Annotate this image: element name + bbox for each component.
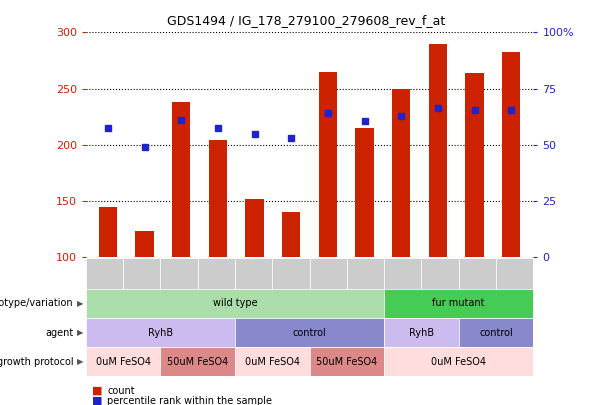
Bar [197,258,235,296]
Text: agent: agent [45,328,74,337]
Text: control: control [479,328,513,337]
Text: percentile rank within the sample: percentile rank within the sample [107,396,272,405]
Bar [496,258,533,296]
Text: ■: ■ [92,386,102,396]
Bar [392,89,411,257]
Bar [384,318,459,347]
Bar [465,73,484,257]
Bar [347,258,384,296]
Bar [123,258,161,296]
Bar [502,51,520,257]
Text: ■: ■ [92,396,102,405]
Text: RyhB: RyhB [148,328,173,337]
Bar [86,289,384,318]
Bar [384,289,533,318]
Bar [86,318,235,347]
Text: ▶: ▶ [77,328,83,337]
Bar [86,258,123,296]
Bar [428,44,447,257]
Bar [384,347,533,376]
Bar [310,258,347,296]
Text: control: control [292,328,327,337]
Bar [356,128,374,257]
Text: 50uM FeSO4: 50uM FeSO4 [167,357,228,367]
Text: wild type: wild type [213,298,257,308]
Text: growth protocol: growth protocol [0,357,74,367]
Text: RyhB: RyhB [409,328,434,337]
Bar [135,231,154,257]
Bar [99,207,117,257]
Text: GDS1494 / IG_178_279100_279608_rev_f_at: GDS1494 / IG_178_279100_279608_rev_f_at [167,14,446,27]
Bar [272,258,310,296]
Bar [459,318,533,347]
Text: 0uM FeSO4: 0uM FeSO4 [96,357,151,367]
Bar [384,258,421,296]
Text: 0uM FeSO4: 0uM FeSO4 [431,357,486,367]
Bar [459,258,496,296]
Bar [421,258,459,296]
Bar [282,212,300,257]
Bar [235,347,310,376]
Bar [161,347,235,376]
Text: genotype/variation: genotype/variation [0,298,74,308]
Bar [235,258,272,296]
Text: count: count [107,386,135,396]
Bar [245,199,264,257]
Bar [310,347,384,376]
Bar [172,102,191,257]
Text: ▶: ▶ [77,299,83,308]
Text: fur mutant: fur mutant [433,298,485,308]
Bar [161,258,197,296]
Text: 50uM FeSO4: 50uM FeSO4 [316,357,378,367]
Text: 0uM FeSO4: 0uM FeSO4 [245,357,300,367]
Bar [86,347,161,376]
Bar [235,318,384,347]
Bar [319,72,337,257]
Text: ▶: ▶ [77,357,83,366]
Bar [208,140,227,257]
